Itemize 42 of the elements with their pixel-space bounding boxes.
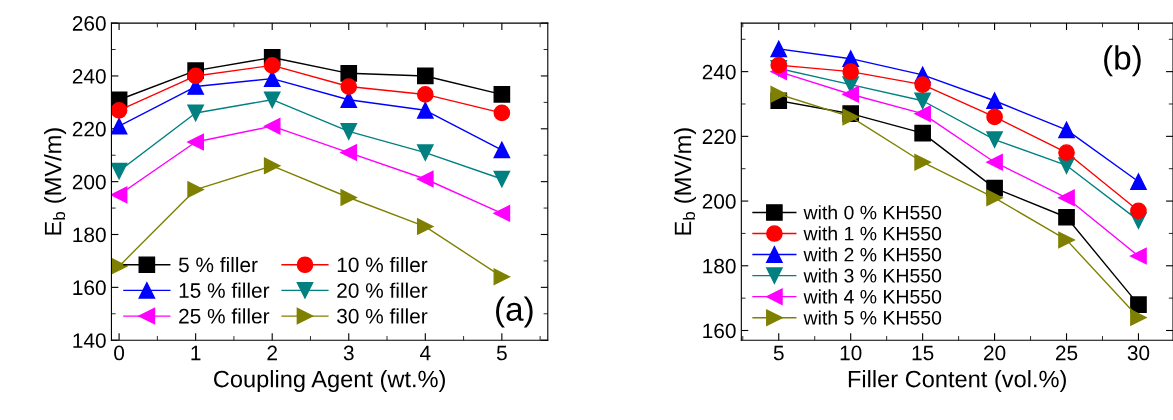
y-axis-title: E$_{b}$ (MV/m) <box>673 128 696 235</box>
legend-label: 10 % filler <box>337 256 428 273</box>
legend-label: 5 % filler <box>178 256 258 273</box>
legend-label: 15 % filler <box>179 282 270 298</box>
x-tick-label: 30 <box>1127 345 1150 361</box>
x-tick-label: 3 <box>343 345 354 361</box>
legend-label: 20 % filler <box>337 282 428 298</box>
x-tick-label: 5 <box>773 345 784 361</box>
y-tick-label: 240 <box>72 68 106 84</box>
y-axis-title: E$_{b}$ (MV/m) <box>44 128 67 235</box>
y-tick-label: 140 <box>73 333 106 348</box>
legend-label: with 5 % KH550 <box>803 310 942 325</box>
x-tick-label: 2 <box>267 345 277 361</box>
x-tick-label: 5 <box>496 345 507 361</box>
y-tick-label: 220 <box>702 129 736 145</box>
x-axis-title: Coupling Agent (wt.%) <box>214 370 445 393</box>
legend-label: 25 % filler <box>179 308 270 324</box>
x-tick-label: 10 <box>840 345 862 361</box>
y-tick-label: 180 <box>73 227 106 243</box>
x-tick-label: 4 <box>419 345 431 361</box>
legend-label: 30 % filler <box>337 308 428 324</box>
legend-label: with 3 % KH550 <box>803 268 942 283</box>
annotation: (a) <box>496 296 533 328</box>
x-tick-label: 20 <box>984 345 1006 361</box>
x-tick-label: 25 <box>1055 345 1078 361</box>
y-tick-label: 240 <box>702 64 736 80</box>
x-tick-label: 0 <box>114 345 125 361</box>
legend-label: with 1 % KH550 <box>803 226 942 241</box>
legend-label: with 4 % KH550 <box>803 289 942 304</box>
y-tick-label: 260 <box>72 16 106 31</box>
y-tick-label: 220 <box>72 121 106 137</box>
y-tick-label: 160 <box>703 323 736 339</box>
y-tick-label: 160 <box>73 280 106 296</box>
x-axis-title: Filler Content (vol.%) <box>848 370 1066 393</box>
y-tick-label: 180 <box>703 258 736 274</box>
x-tick-label: 1 <box>191 345 201 361</box>
legend-label: with 0 % KH550 <box>803 205 942 220</box>
y-tick-label: 200 <box>72 174 106 190</box>
legend-label: with 2 % KH550 <box>803 247 942 262</box>
y-tick-label: 200 <box>702 194 736 209</box>
annotation: (b) <box>1104 45 1141 77</box>
x-tick-label: 15 <box>912 345 934 361</box>
